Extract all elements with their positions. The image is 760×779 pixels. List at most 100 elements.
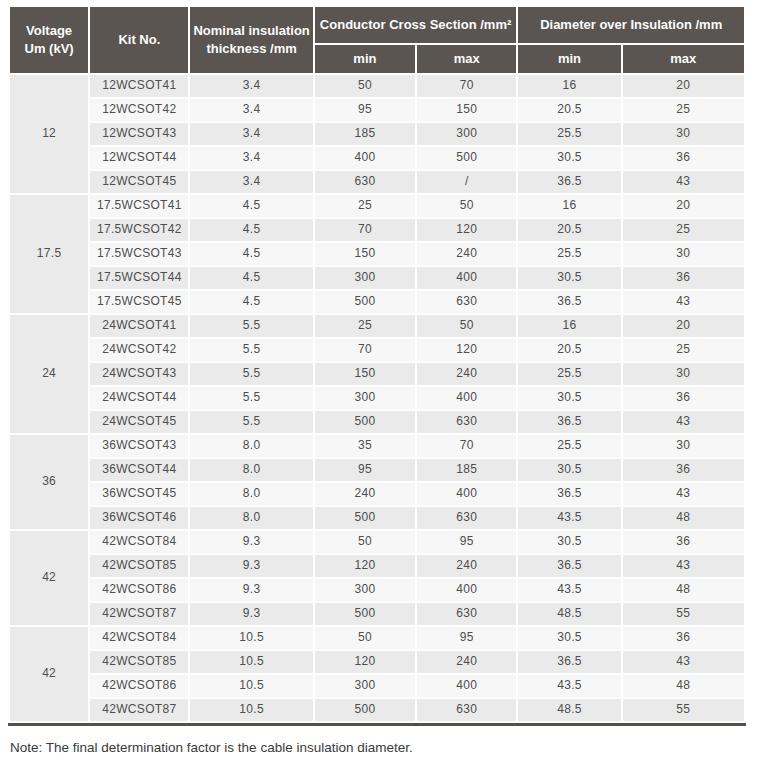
header-diameter-over-insulation: Diameter over Insulation /mm (518, 7, 744, 43)
header-conductor-cross-section: Conductor Cross Section /mm² (315, 7, 517, 43)
diameter-min-cell: 36.5 (518, 291, 620, 313)
conductor-min-cell: 150 (315, 243, 415, 265)
table-row: 12WCSOT423.49515020.525 (10, 99, 744, 121)
conductor-min-cell: 35 (315, 435, 415, 457)
conductor-max-cell: 240 (417, 555, 516, 577)
diameter-min-cell: 30.5 (518, 531, 620, 553)
table-row: 24WCSOT425.57012020.525 (10, 339, 744, 361)
table-row: 42WCSOT8510.512024036.543 (10, 651, 744, 673)
kit-no-cell: 36WCSOT43 (90, 435, 188, 457)
nominal-thickness-cell: 4.5 (190, 267, 312, 289)
nominal-thickness-cell: 3.4 (190, 99, 312, 121)
nominal-thickness-cell: 9.3 (190, 555, 312, 577)
diameter-max-cell: 25 (623, 339, 744, 361)
diameter-max-cell: 43 (623, 411, 744, 433)
table-row: 3636WCSOT438.0357025.530 (10, 435, 744, 457)
header-nominal-thickness: Nominal insulation thickness /mm (190, 7, 312, 73)
conductor-max-cell: 240 (417, 651, 516, 673)
conductor-min-cell: 500 (315, 699, 415, 721)
table-row: 12WCSOT453.4630/36.543 (10, 171, 744, 193)
table-body: 1212WCSOT413.45070162012WCSOT423.4951502… (10, 75, 744, 721)
header-group-row: Voltage Um (kV) Kit No. Nominal insulati… (10, 7, 744, 43)
kit-no-cell: 24WCSOT44 (90, 387, 188, 409)
diameter-min-cell: 48.5 (518, 603, 620, 625)
table-row: 17.517.5WCSOT414.525501620 (10, 195, 744, 217)
conductor-min-cell: 95 (315, 459, 415, 481)
conductor-max-cell: 50 (417, 195, 516, 217)
diameter-max-cell: 20 (623, 75, 744, 97)
header-diameter-max: max (623, 45, 744, 73)
diameter-max-cell: 30 (623, 363, 744, 385)
table-row: 36WCSOT468.050063043.548 (10, 507, 744, 529)
nominal-thickness-cell: 10.5 (190, 699, 312, 721)
diameter-max-cell: 36 (623, 387, 744, 409)
conductor-max-cell: 400 (417, 387, 516, 409)
diameter-max-cell: 43 (623, 651, 744, 673)
conductor-min-cell: 185 (315, 123, 415, 145)
conductor-max-cell: 120 (417, 219, 516, 241)
table-row: 17.5WCSOT424.57012020.525 (10, 219, 744, 241)
nominal-thickness-cell: 5.5 (190, 411, 312, 433)
conductor-min-cell: 300 (315, 579, 415, 601)
conductor-min-cell: 500 (315, 603, 415, 625)
conductor-min-cell: 50 (315, 531, 415, 553)
diameter-max-cell: 36 (623, 267, 744, 289)
table-row: 42WCSOT859.312024036.543 (10, 555, 744, 577)
diameter-max-cell: 36 (623, 531, 744, 553)
nominal-thickness-cell: 4.5 (190, 219, 312, 241)
conductor-max-cell: 630 (417, 699, 516, 721)
diameter-min-cell: 20.5 (518, 99, 620, 121)
diameter-min-cell: 43.5 (518, 507, 620, 529)
conductor-min-cell: 95 (315, 99, 415, 121)
conductor-min-cell: 25 (315, 315, 415, 337)
kit-no-cell: 42WCSOT85 (90, 651, 188, 673)
conductor-max-cell: 95 (417, 531, 516, 553)
conductor-max-cell: 95 (417, 627, 516, 649)
nominal-thickness-cell: 5.5 (190, 339, 312, 361)
conductor-min-cell: 150 (315, 363, 415, 385)
header-conductor-max: max (417, 45, 516, 73)
table-row: 42WCSOT879.350063048.555 (10, 603, 744, 625)
voltage-group-cell: 12 (10, 75, 88, 193)
table-row: 1212WCSOT413.450701620 (10, 75, 744, 97)
nominal-thickness-cell: 5.5 (190, 363, 312, 385)
diameter-max-cell: 30 (623, 243, 744, 265)
table-row: 24WCSOT435.515024025.530 (10, 363, 744, 385)
nominal-thickness-cell: 3.4 (190, 75, 312, 97)
diameter-max-cell: 48 (623, 675, 744, 697)
conductor-max-cell: 300 (417, 123, 516, 145)
conductor-min-cell: 120 (315, 555, 415, 577)
conductor-max-cell: 120 (417, 339, 516, 361)
spec-table: Voltage Um (kV) Kit No. Nominal insulati… (8, 5, 746, 723)
nominal-thickness-cell: 4.5 (190, 243, 312, 265)
kit-no-cell: 17.5WCSOT45 (90, 291, 188, 313)
conductor-max-cell: 630 (417, 507, 516, 529)
diameter-max-cell: 43 (623, 291, 744, 313)
conductor-min-cell: 300 (315, 387, 415, 409)
conductor-max-cell: 400 (417, 267, 516, 289)
kit-no-cell: 42WCSOT87 (90, 603, 188, 625)
table-row: 2424WCSOT415.525501620 (10, 315, 744, 337)
diameter-max-cell: 20 (623, 315, 744, 337)
diameter-min-cell: 36.5 (518, 411, 620, 433)
table-row: 42WCSOT8610.530040043.548 (10, 675, 744, 697)
diameter-max-cell: 43 (623, 483, 744, 505)
diameter-min-cell: 30.5 (518, 459, 620, 481)
header-conductor-min: min (315, 45, 415, 73)
voltage-group-cell: 42 (10, 627, 88, 721)
kit-no-cell: 42WCSOT87 (90, 699, 188, 721)
diameter-min-cell: 25.5 (518, 123, 620, 145)
kit-no-cell: 17.5WCSOT42 (90, 219, 188, 241)
nominal-thickness-cell: 3.4 (190, 171, 312, 193)
diameter-min-cell: 43.5 (518, 579, 620, 601)
diameter-min-cell: 48.5 (518, 699, 620, 721)
kit-no-cell: 24WCSOT42 (90, 339, 188, 361)
voltage-group-cell: 42 (10, 531, 88, 625)
conductor-max-cell: 70 (417, 75, 516, 97)
kit-no-cell: 36WCSOT45 (90, 483, 188, 505)
conductor-min-cell: 120 (315, 651, 415, 673)
conductor-min-cell: 630 (315, 171, 415, 193)
nominal-thickness-cell: 8.0 (190, 435, 312, 457)
conductor-min-cell: 400 (315, 147, 415, 169)
diameter-max-cell: 36 (623, 627, 744, 649)
